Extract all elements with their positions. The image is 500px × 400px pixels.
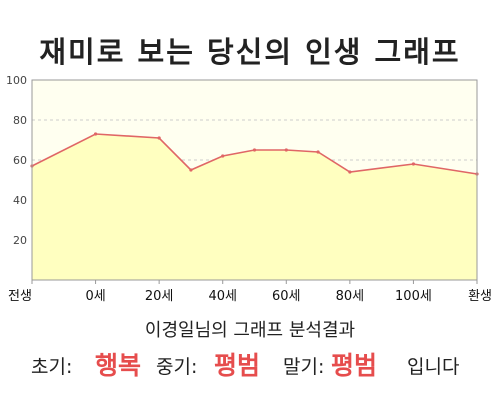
x-tick-label: 환생 <box>468 289 492 304</box>
early-value: 행복 <box>95 351 142 380</box>
mid-label: 중기: <box>156 356 198 378</box>
data-point <box>157 136 161 140</box>
result-suffix: 입니다 <box>407 356 460 378</box>
y-axis-ticks: 20 40 60 80 100 <box>6 74 27 247</box>
late-value: 평범 <box>331 351 378 380</box>
x-tick-label: 60세 <box>272 289 301 304</box>
data-point <box>93 132 98 136</box>
x-tick-label: 전생 <box>8 289 32 304</box>
x-axis-ticks: 전생 0세 20세 40세 60세 80세 100세 환생 <box>8 280 492 304</box>
early-label: 초기: <box>31 356 73 378</box>
result-subtitle: 이경일님의 그래프 분석결과 <box>144 320 356 341</box>
data-point <box>348 170 352 174</box>
data-point <box>252 148 257 152</box>
data-point <box>284 148 288 152</box>
y-tick-label: 40 <box>13 194 27 207</box>
data-point <box>411 162 416 166</box>
x-tick-label: 40세 <box>208 289 237 304</box>
data-point <box>189 168 193 172</box>
page-title: 재미로 보는 당신의 인생 그래프 <box>39 35 461 69</box>
x-tick-label: 100세 <box>395 289 432 304</box>
y-tick-label: 20 <box>13 234 27 247</box>
x-tick-label: 80세 <box>336 289 365 304</box>
data-point <box>316 150 320 154</box>
x-tick-label: 20세 <box>145 289 174 304</box>
y-tick-label: 100 <box>6 74 27 87</box>
y-tick-label: 60 <box>13 154 27 167</box>
late-label: 말기: <box>283 356 325 378</box>
plot-frame <box>31 79 478 281</box>
y-tick-label: 80 <box>13 114 27 127</box>
data-point <box>221 154 225 158</box>
result-line: 초기: 행복 중기: 평범 말기: 평범 입니다 <box>0 344 500 384</box>
mid-value: 평범 <box>214 351 261 380</box>
x-tick-label: 0세 <box>85 289 105 304</box>
